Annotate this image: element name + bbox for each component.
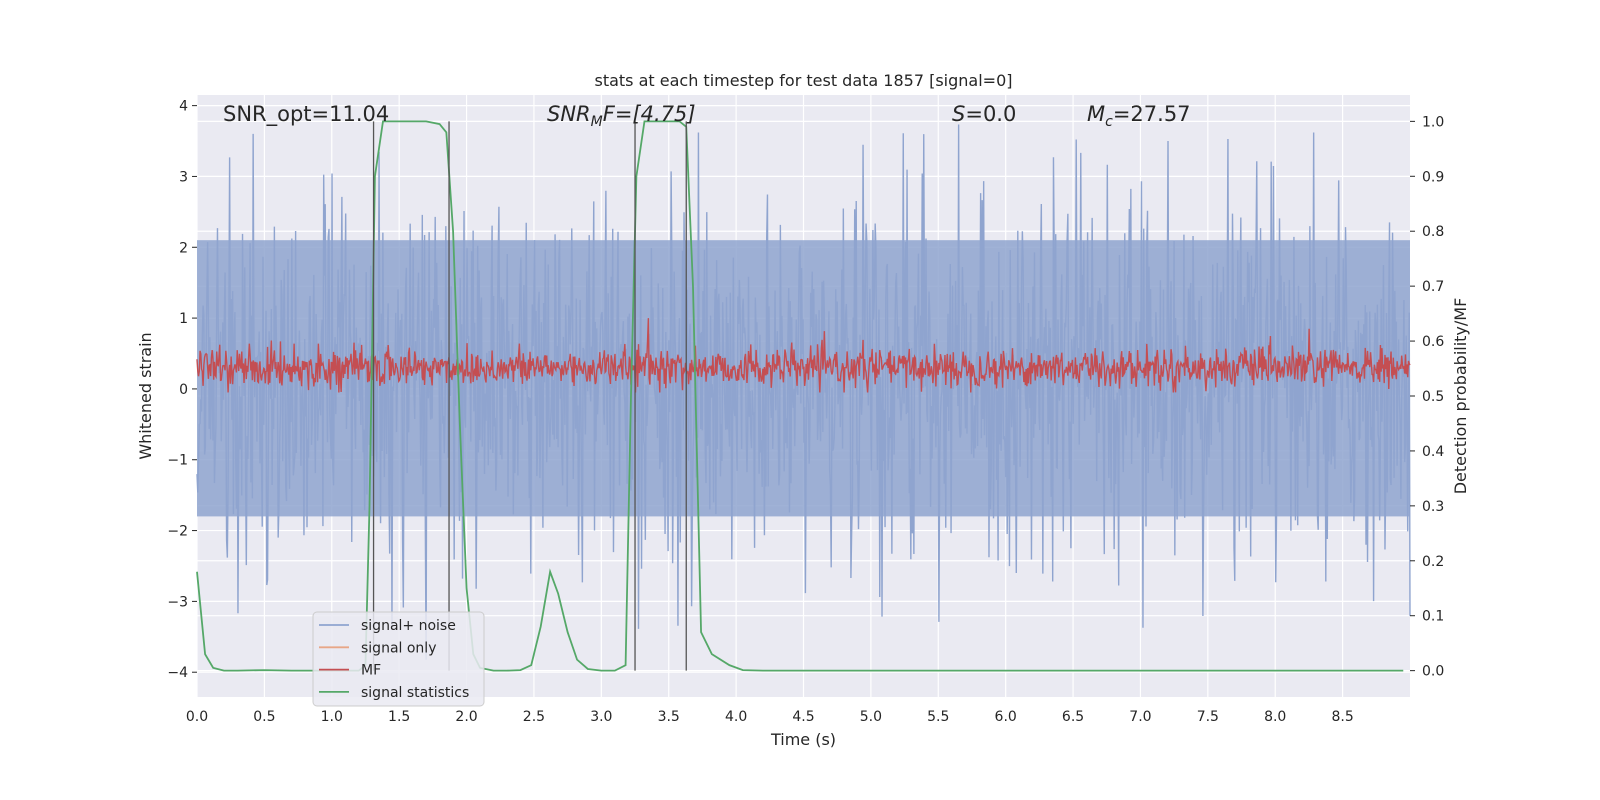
y-tick-label: 3 (179, 169, 188, 185)
y-tick-label: 0 (179, 382, 188, 398)
y2-tick-label: 0.8 (1422, 224, 1444, 240)
x-tick-label: 1.5 (388, 709, 410, 725)
annotation-snr-mf-sub: M (591, 114, 603, 130)
annotation-snr-mf-name: SNR (547, 102, 591, 126)
x-tick-label: 5.5 (927, 709, 949, 725)
annotation-snr-opt: SNR_opt=11.04 (223, 102, 389, 127)
x-tick-label: 4.5 (792, 709, 814, 725)
x-tick-label: 6.0 (995, 709, 1017, 725)
x-tick-label: 5.0 (860, 709, 882, 725)
annotation-snr-mf: SNRMF=[4.75] (547, 102, 696, 130)
x-tick-label: 3.0 (590, 709, 612, 725)
x-tick-label: 2.0 (455, 709, 477, 725)
legend-label: MF (361, 663, 381, 679)
annotation-mc: Mc=27.57 (1087, 102, 1191, 130)
legend-label: signal statistics (361, 685, 469, 701)
noise-line (196, 124, 1411, 660)
y2-tick-label: 1.0 (1422, 114, 1444, 130)
x-tick-label: 3.5 (658, 709, 680, 725)
y-tick-label: −1 (167, 453, 188, 469)
y2-tick-label: 0.7 (1422, 279, 1444, 295)
y-tick-label: −2 (167, 524, 188, 540)
x-tick-label: 2.5 (523, 709, 545, 725)
y2-tick-label: 0.6 (1422, 334, 1444, 350)
x-tick-label: 7.0 (1129, 709, 1151, 725)
y-tick-label: 4 (179, 99, 188, 115)
y2-tick-label: 0.1 (1422, 609, 1444, 625)
y2-tick-label: 0.3 (1422, 499, 1444, 515)
annotation-snr-mf-rest: F=[4.75] (603, 102, 696, 126)
legend-label: signal only (361, 640, 436, 656)
annotation-s-rest: =0.0 (965, 102, 1016, 126)
x-tick-label: 7.5 (1197, 709, 1219, 725)
y-axis-label: Whitened strain (136, 332, 155, 459)
annotation-mc-rest: =27.57 (1113, 102, 1191, 126)
legend: signal+ noise signal only MF signal statist… (312, 611, 485, 707)
series-signal-noise (196, 124, 1411, 660)
legend-label: signal+ noise (361, 618, 456, 634)
y2-axis-label: Detection probability/MF (1451, 298, 1470, 495)
x-tick-label: 0.0 (186, 709, 208, 725)
x-tick-label: 1.0 (321, 709, 343, 725)
y2-tick-label: 0.9 (1422, 169, 1444, 185)
x-tick-label: 6.5 (1062, 709, 1084, 725)
y-tick-label: 2 (179, 240, 188, 256)
y2-tick-label: 0.4 (1422, 444, 1444, 460)
x-axis-label: Time (s) (770, 730, 836, 749)
y-ticks: −4 −3 −2 −1 0 1 2 3 4 (167, 99, 197, 681)
y-tick-label: −3 (167, 594, 188, 610)
annotation-s-name: S (952, 102, 965, 126)
x-tick-label: 8.5 (1331, 709, 1353, 725)
annotation-mc-sub: c (1105, 114, 1113, 130)
x-tick-label: 4.0 (725, 709, 747, 725)
y-tick-label: −4 (167, 665, 188, 681)
x-ticks: 0.0 0.5 1.0 1.5 2.0 2.5 3.0 3.5 4.0 4.5 5.0 5.5 6.0 6… (186, 709, 1354, 725)
y2-tick-label: 0.5 (1422, 389, 1444, 405)
y-tick-label: 1 (179, 311, 188, 327)
series-mf (196, 318, 1411, 393)
x-tick-label: 0.5 (253, 709, 275, 725)
vertical-markers (372, 121, 687, 671)
legend-box (312, 611, 485, 707)
y2-tick-label: 0.2 (1422, 554, 1444, 570)
annotation-mc-name: M (1087, 102, 1105, 126)
annotation-s: S=0.0 (952, 102, 1016, 126)
chart-title: stats at each timestep for test data 185… (594, 71, 1012, 90)
y2-tick-label: 0.0 (1422, 664, 1444, 680)
x-tick-label: 8.0 (1264, 709, 1286, 725)
y2-ticks: 0.0 0.1 0.2 0.3 0.4 0.5 0.6 0.7 0.8 0.9 1.0 (1410, 114, 1444, 680)
mf-line (196, 318, 1411, 393)
